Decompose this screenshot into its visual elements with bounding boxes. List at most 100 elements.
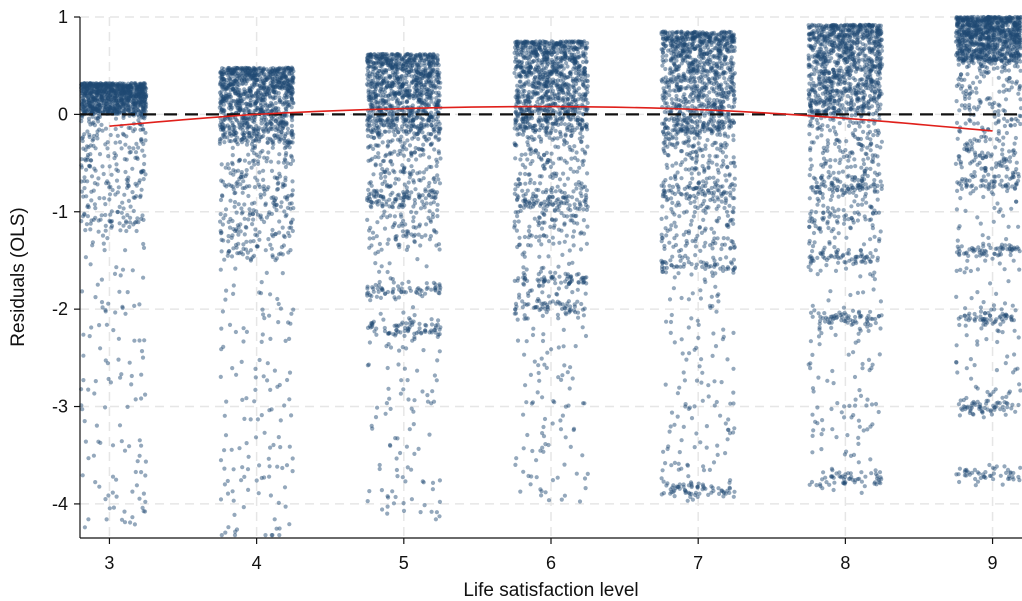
residual-point xyxy=(242,185,247,191)
residual-point xyxy=(393,91,398,96)
residual-point xyxy=(245,467,251,472)
residual-point xyxy=(113,84,118,89)
residual-point xyxy=(411,219,416,224)
residual-point xyxy=(116,185,121,190)
residual-point xyxy=(405,465,410,470)
residual-point xyxy=(219,162,224,167)
residual-point xyxy=(143,499,148,504)
residual-point xyxy=(540,123,545,128)
residual-point xyxy=(290,456,295,461)
residual-point xyxy=(131,85,136,90)
residual-point xyxy=(290,188,295,193)
residual-point xyxy=(280,465,285,471)
residual-point xyxy=(422,503,427,508)
residual-point xyxy=(232,200,238,205)
residual-point xyxy=(290,179,295,184)
residual-point xyxy=(113,192,118,197)
residual-point xyxy=(101,82,106,87)
residual-point xyxy=(287,444,292,449)
residual-point xyxy=(371,172,376,177)
residual-point xyxy=(402,109,407,114)
residual-point xyxy=(126,84,131,89)
residual-point xyxy=(113,140,118,145)
residual-point xyxy=(282,403,287,408)
residual-point xyxy=(112,103,117,108)
residual-point xyxy=(237,75,242,80)
residual-point xyxy=(114,90,119,95)
residual-point xyxy=(548,97,553,102)
residual-point xyxy=(87,100,92,105)
residual-point xyxy=(285,126,290,131)
residual-point xyxy=(140,88,145,93)
residual-point xyxy=(116,357,121,362)
residual-point xyxy=(410,305,416,310)
residual-point xyxy=(129,85,134,90)
residual-point xyxy=(378,162,383,167)
residual-point xyxy=(130,95,136,100)
residual-point xyxy=(220,194,225,199)
residual-point xyxy=(261,67,266,72)
residual-point xyxy=(227,322,233,327)
residual-point xyxy=(268,159,274,164)
residual-point xyxy=(365,128,370,133)
residual-point xyxy=(571,94,576,100)
residual-point xyxy=(233,99,238,104)
residual-point xyxy=(400,229,405,234)
residual-point xyxy=(268,493,273,498)
residual-point xyxy=(124,157,129,162)
residual-point xyxy=(112,108,118,113)
residual-point xyxy=(139,86,145,91)
residual-point xyxy=(128,83,133,88)
residual-point xyxy=(252,185,257,190)
residual-point xyxy=(241,339,246,344)
residual-point xyxy=(99,91,104,96)
residual-point xyxy=(422,58,427,63)
residual-point xyxy=(105,93,110,98)
residual-point xyxy=(280,120,286,125)
residual-point xyxy=(249,92,254,97)
residual-point xyxy=(412,336,417,342)
residual-point xyxy=(425,393,430,398)
residual-point xyxy=(367,340,372,345)
residual-point xyxy=(525,116,531,121)
residual-point xyxy=(431,200,436,205)
residual-point xyxy=(90,99,95,104)
residual-point xyxy=(139,470,144,475)
residual-point xyxy=(121,223,126,228)
residual-point xyxy=(555,78,561,83)
residual-point xyxy=(275,176,280,181)
residual-point xyxy=(143,459,148,464)
residual-point xyxy=(288,321,293,326)
residual-point xyxy=(101,171,106,177)
residual-point xyxy=(564,60,569,66)
residual-point xyxy=(404,444,409,449)
residual-point xyxy=(121,87,126,92)
residual-point xyxy=(373,154,378,160)
residual-point xyxy=(376,249,381,254)
residual-point xyxy=(433,100,438,105)
residual-point xyxy=(236,82,241,87)
residual-point xyxy=(404,247,409,252)
residual-point xyxy=(139,396,144,401)
residual-point xyxy=(284,212,289,217)
residual-point xyxy=(102,89,107,94)
residual-point xyxy=(257,290,262,295)
residual-point xyxy=(85,91,90,96)
residual-point xyxy=(244,441,249,446)
residual-point xyxy=(290,192,295,197)
residual-point xyxy=(253,366,258,371)
residual-point xyxy=(390,138,395,143)
residual-point xyxy=(247,207,252,212)
residual-point xyxy=(139,102,144,107)
residual-point xyxy=(421,170,426,175)
residual-point xyxy=(229,254,235,259)
residual-point xyxy=(84,107,89,112)
residual-point xyxy=(99,300,105,305)
residual-point xyxy=(128,83,133,88)
residual-point xyxy=(126,85,131,90)
residual-point xyxy=(108,105,113,111)
residual-point xyxy=(406,180,411,185)
residual-point xyxy=(218,212,223,217)
residual-point xyxy=(437,349,442,354)
residual-point xyxy=(219,237,224,242)
